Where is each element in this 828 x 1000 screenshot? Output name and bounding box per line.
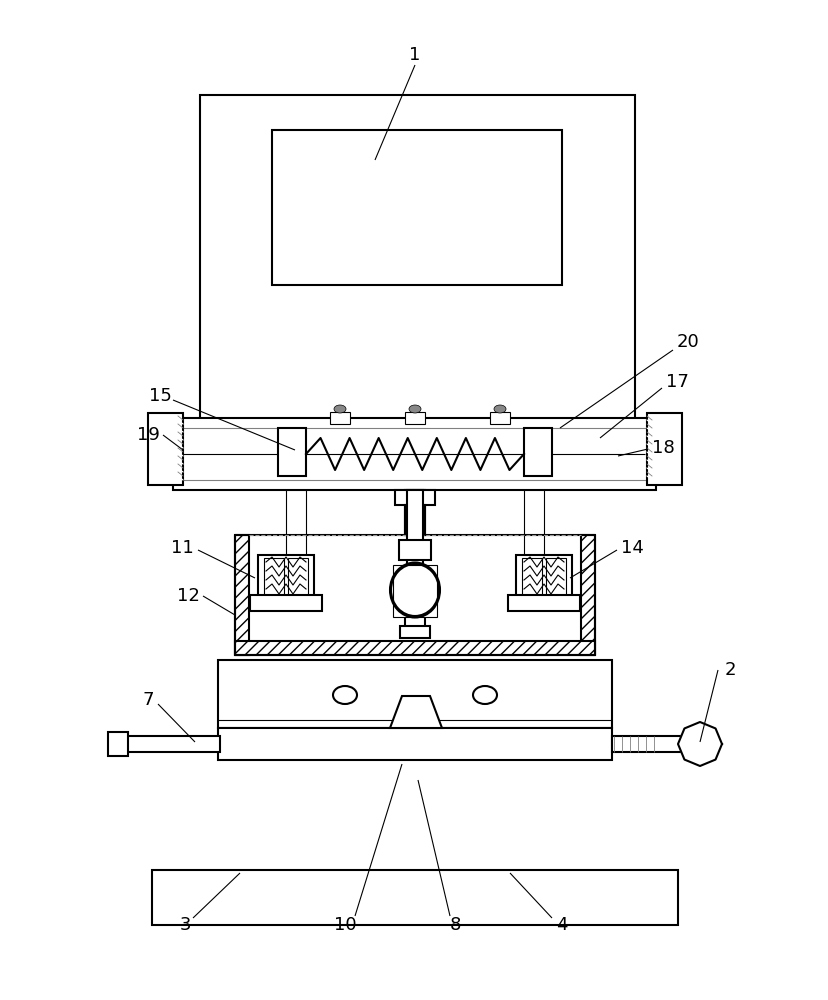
Bar (120, 736, 219, 752)
Bar (234, 641, 595, 655)
Bar (611, 736, 686, 752)
Bar (546, 558, 566, 598)
Polygon shape (389, 696, 441, 728)
Bar (272, 130, 561, 285)
Polygon shape (677, 722, 721, 766)
Text: 14: 14 (620, 539, 643, 557)
Bar (392, 565, 436, 617)
Bar (148, 413, 183, 485)
Text: 1: 1 (409, 46, 420, 64)
Bar (218, 728, 611, 760)
Bar (405, 490, 425, 535)
Bar (405, 612, 425, 630)
Text: 4: 4 (556, 916, 567, 934)
Bar (522, 558, 542, 598)
Bar (523, 428, 551, 476)
Text: 11: 11 (171, 539, 193, 557)
Bar (398, 540, 431, 560)
Text: 8: 8 (449, 916, 460, 934)
Bar (646, 413, 681, 485)
Text: 12: 12 (176, 587, 200, 605)
Bar (173, 418, 655, 490)
Ellipse shape (334, 405, 345, 413)
Bar (218, 660, 611, 728)
Bar (515, 555, 571, 605)
Text: 10: 10 (334, 916, 356, 934)
Bar (407, 490, 422, 565)
Text: 17: 17 (665, 373, 687, 391)
Bar (108, 732, 128, 756)
Bar (234, 535, 248, 655)
Bar (523, 490, 543, 558)
Bar (277, 428, 306, 476)
Text: 7: 7 (142, 691, 153, 709)
Bar (200, 95, 634, 485)
Ellipse shape (408, 405, 421, 413)
Bar (287, 558, 308, 598)
Bar (263, 558, 284, 598)
Text: 15: 15 (148, 387, 171, 405)
Ellipse shape (493, 405, 505, 413)
Bar (394, 490, 435, 505)
Bar (286, 490, 306, 558)
Text: 18: 18 (651, 439, 673, 457)
Bar (489, 412, 509, 424)
Text: 19: 19 (137, 426, 159, 444)
Bar (580, 535, 595, 655)
Bar (330, 412, 349, 424)
Bar (258, 555, 314, 605)
Bar (405, 505, 425, 535)
Bar (250, 595, 321, 611)
Text: 3: 3 (179, 916, 190, 934)
Text: 2: 2 (724, 661, 735, 679)
Text: 20: 20 (676, 333, 699, 351)
Bar (405, 412, 425, 424)
Bar (508, 595, 580, 611)
Bar (152, 870, 677, 925)
Bar (400, 626, 430, 638)
